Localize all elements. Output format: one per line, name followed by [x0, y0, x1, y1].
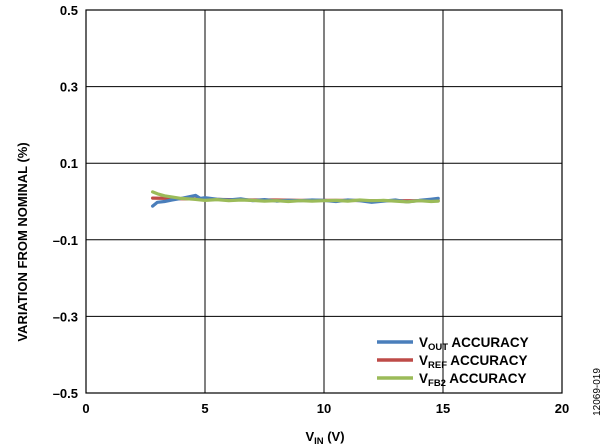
- y-tick-label: 0.5: [60, 3, 78, 18]
- x-tick-label: 0: [82, 401, 89, 416]
- x-axis-label: VIN (V): [305, 429, 344, 447]
- y-tick-label: 0.3: [60, 80, 78, 95]
- y-tick-labels: –0.5 –0.3 –0.1 0.1 0.3 0.5: [53, 3, 78, 401]
- x-tick-label: 20: [555, 401, 569, 416]
- grid-lines: [86, 10, 562, 393]
- legend-label-rest: ACCURACY: [447, 353, 528, 368]
- series-layer: [151, 190, 440, 208]
- legend-label: VFB2 ACCURACY: [419, 371, 526, 389]
- legend-label-main: V: [419, 371, 428, 386]
- legend-label-sub: OUT: [428, 342, 448, 353]
- legend-label-main: V: [419, 335, 428, 350]
- y-tick-label: –0.3: [53, 309, 78, 324]
- y-tick-label: –0.5: [53, 386, 78, 401]
- legend-label-main: V: [419, 353, 428, 368]
- x-tick-label: 15: [436, 401, 450, 416]
- legend-label-rest: ACCURACY: [448, 335, 529, 350]
- legend-label: VOUT ACCURACY: [419, 335, 529, 353]
- series-line: [151, 190, 440, 204]
- y-tick-label: –0.1: [53, 233, 78, 248]
- legend-label-sub: FB2: [428, 378, 446, 389]
- legend-label: VREF ACCURACY: [419, 353, 528, 371]
- x-axis-label-main: V: [305, 429, 314, 444]
- legend-label-sub: REF: [428, 360, 447, 371]
- x-tick-label: 10: [317, 401, 331, 416]
- plot-frame: [85, 9, 563, 394]
- x-axis-label-sub: IN: [314, 436, 324, 447]
- x-axis-label-unit: (V): [324, 429, 345, 444]
- x-tick-labels: 0 5 10 15 20: [82, 401, 569, 416]
- legend-label-rest: ACCURACY: [446, 371, 527, 386]
- y-axis-label: VARIATION FROM NOMINAL (%): [15, 142, 30, 341]
- x-tick-label: 5: [201, 401, 208, 416]
- y-tick-label: 0.1: [60, 156, 78, 171]
- figure-id: 12069-019: [592, 368, 603, 416]
